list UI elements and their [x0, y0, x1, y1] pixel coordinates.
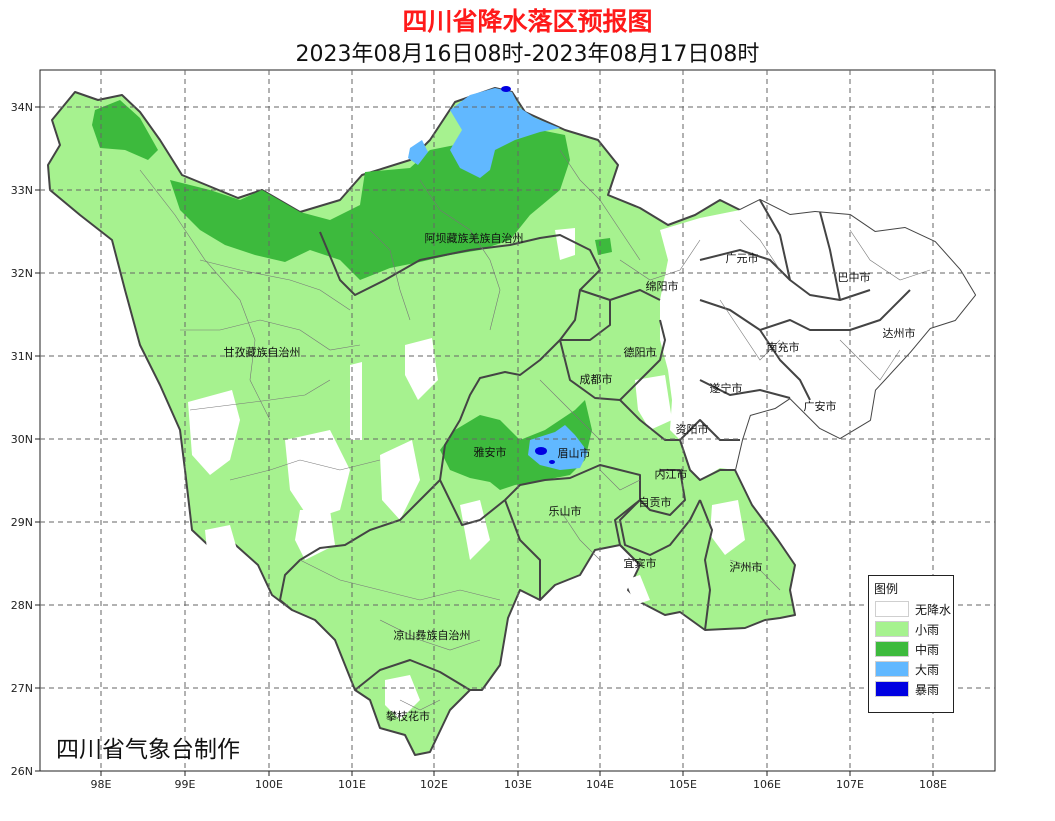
lat-label: 29N: [11, 516, 33, 529]
region-label-panzhihua: 攀枝花市: [386, 709, 430, 723]
lon-label: 100E: [255, 778, 283, 791]
axis-ticks: [35, 106, 934, 776]
lon-label: 102E: [420, 778, 448, 791]
region-label-bazhong: 巴中市: [838, 270, 871, 284]
region-labels: 阿坝藏族羌族自治州 甘孜藏族自治州 凉山彝族自治州 攀枝花市 广元市 巴中市 绵…: [224, 231, 916, 723]
region-label-neijiang: 内江市: [655, 467, 688, 481]
legend-label: 无降水: [915, 603, 952, 617]
legend-label: 小雨: [915, 623, 940, 637]
lon-label: 107E: [836, 778, 864, 791]
region-label-luzhou: 泸州市: [730, 560, 763, 574]
region-label-suining: 遂宁市: [710, 381, 743, 395]
lat-label: 28N: [11, 599, 33, 612]
lat-label: 30N: [11, 433, 33, 446]
region-label-ganzi: 甘孜藏族自治州: [224, 345, 301, 359]
region-label-dazhou: 达州市: [883, 326, 916, 340]
legend-swatch: [875, 601, 909, 617]
legend-label: 中雨: [915, 643, 940, 657]
heavy-rain-areas: [408, 88, 588, 470]
legend-label: 暴雨: [915, 683, 940, 697]
lon-label: 108E: [919, 778, 947, 791]
region-label-ziyang: 资阳市: [676, 422, 709, 436]
lat-labels: 34N 33N 32N 31N 30N 29N 28N 27N 26N: [11, 101, 33, 778]
lat-label: 33N: [11, 184, 33, 197]
graticule: [40, 70, 995, 771]
rainstorm-areas: [501, 86, 555, 464]
lon-label: 104E: [586, 778, 614, 791]
lon-labels: 98E 99E 100E 101E 102E 103E 104E 105E 10…: [91, 778, 947, 791]
lon-label: 103E: [504, 778, 532, 791]
prefecture-boundaries: [279, 199, 911, 691]
region-label-deyang: 德阳市: [624, 345, 657, 359]
lon-label: 105E: [669, 778, 697, 791]
lon-label: 98E: [91, 778, 112, 791]
legend-swatch: [875, 621, 909, 637]
region-label-nanchong: 南充市: [767, 340, 800, 354]
lat-label: 32N: [11, 267, 33, 280]
lon-label: 99E: [175, 778, 196, 791]
lat-label: 31N: [11, 350, 33, 363]
legend-swatch: [875, 661, 909, 677]
lat-label: 26N: [11, 765, 33, 778]
region-label-aba: 阿坝藏族羌族自治州: [425, 231, 524, 245]
region-label-guangan: 广安市: [804, 399, 837, 413]
region-label-leshan: 乐山市: [549, 504, 582, 518]
region-label-mianyang: 绵阳市: [646, 279, 679, 293]
map-title: 四川省降水落区预报图: [402, 7, 653, 36]
legend-swatch: [875, 681, 909, 697]
region-label-yibin: 宜宾市: [624, 556, 657, 570]
legend: 图例 无降水 小雨 中雨 大雨 暴雨: [868, 575, 954, 713]
legend-label: 大雨: [915, 663, 940, 677]
region-label-liangshan: 凉山彝族自治州: [394, 628, 471, 642]
legend-item: 暴雨: [875, 680, 951, 698]
legend-item: 中雨: [875, 640, 951, 658]
legend-item: 小雨: [875, 620, 951, 638]
lon-label: 106E: [753, 778, 781, 791]
region-label-zigong: 自贡市: [639, 495, 672, 509]
legend-item: 大雨: [875, 660, 951, 678]
lat-label: 34N: [11, 101, 33, 114]
region-label-chengdu: 成都市: [580, 372, 613, 386]
legend-title: 图例: [874, 582, 899, 596]
lon-label: 101E: [338, 778, 366, 791]
map-subtitle: 2023年08月16日08时-2023年08月17日08时: [295, 42, 760, 67]
producer-credit: 四川省气象台制作: [56, 737, 240, 763]
lat-label: 27N: [11, 682, 33, 695]
region-label-meishan: 眉山市: [558, 446, 591, 460]
region-label-yaan: 雅安市: [474, 445, 507, 459]
region-label-guangyuan: 广元市: [726, 251, 759, 265]
legend-item: 无降水: [875, 600, 951, 618]
legend-swatch: [875, 641, 909, 657]
